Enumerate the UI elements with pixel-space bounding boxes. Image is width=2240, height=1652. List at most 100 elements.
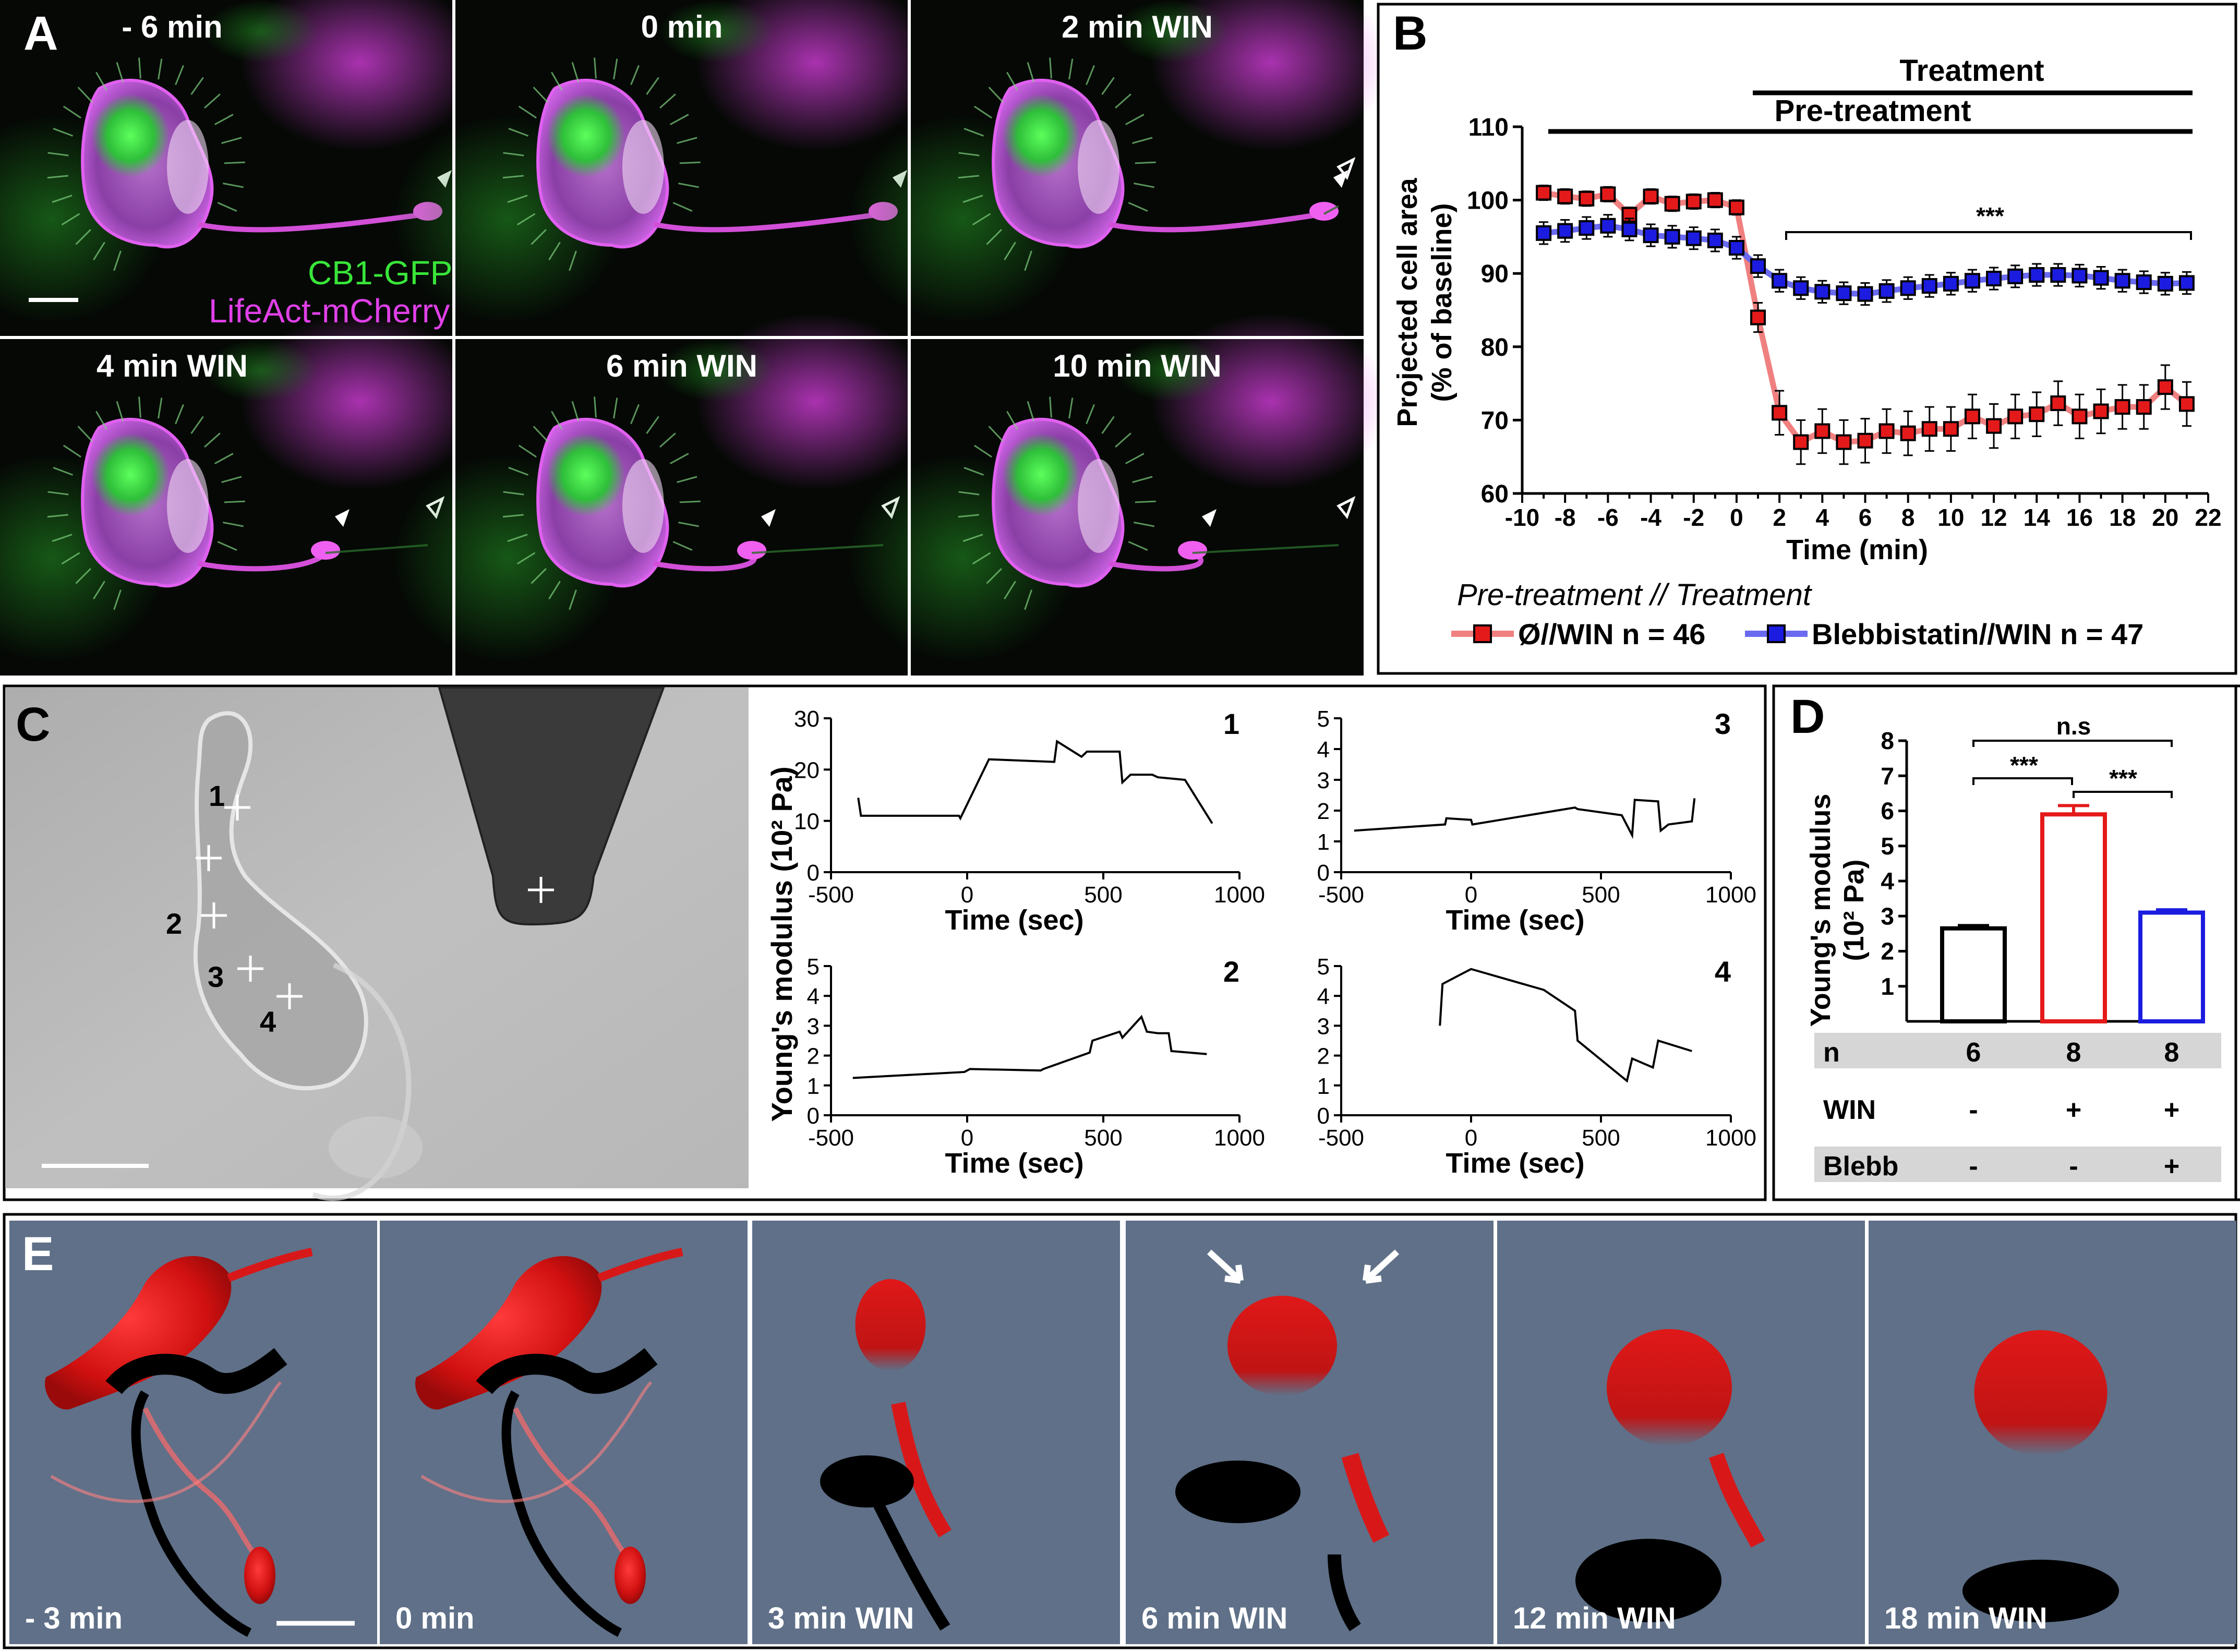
table-cell: + — [2164, 1095, 2179, 1125]
data-point — [1986, 271, 2002, 287]
tile-time-label: 0 min — [395, 1601, 475, 1635]
x-tick-label: 4 — [1816, 504, 1829, 531]
data-point — [1600, 218, 1616, 234]
filopodium — [594, 57, 597, 79]
filopodium — [221, 476, 242, 484]
tile-time-label: - 6 min — [122, 9, 222, 44]
x-axis-label: Time (sec) — [1446, 905, 1584, 936]
table-cell: 8 — [2164, 1038, 2179, 1068]
retraction-trail — [1323, 205, 1339, 215]
filopodium — [502, 514, 524, 518]
data-point — [2136, 399, 2152, 415]
filopodium — [75, 229, 91, 245]
neighbor-cell — [240, 313, 480, 490]
sig-label-2: *** — [2109, 765, 2137, 792]
rounded-cell-3d — [1227, 1296, 1337, 1396]
filopodium — [973, 444, 992, 458]
x-axis-label: Time (sec) — [1446, 1148, 1584, 1179]
filopodium — [508, 128, 529, 137]
data-point — [1600, 186, 1616, 202]
condition-table: n 6 8 8 WIN - + + Blebb - - + — [1814, 1033, 2221, 1182]
point-label-2: 2 — [166, 907, 182, 940]
x-tick-label: -10 — [1505, 504, 1539, 531]
series-line — [852, 1015, 1207, 1079]
filopodium — [669, 453, 689, 464]
x-tick-label: 18 — [2109, 504, 2136, 531]
data-point — [2114, 273, 2130, 289]
series-line — [857, 739, 1213, 824]
filopodium — [95, 411, 107, 430]
filopodium — [1004, 242, 1016, 260]
filopodium — [502, 175, 524, 179]
y-tick-label: 5 — [1317, 954, 1330, 980]
tile-background — [1126, 1221, 1494, 1644]
filopodium — [1006, 411, 1018, 430]
filopodium — [1101, 77, 1115, 95]
filopodium — [973, 105, 992, 119]
data-point — [1900, 280, 1916, 296]
filopodium — [507, 195, 528, 203]
data-point — [1536, 185, 1552, 201]
data-point — [2093, 270, 2109, 286]
filopodium — [1068, 58, 1074, 80]
filopodium — [672, 202, 693, 212]
filopodium — [972, 552, 991, 565]
filopodium — [646, 416, 659, 434]
x-tick-label: 16 — [2066, 504, 2093, 531]
filopodium — [630, 65, 640, 86]
filopodium — [1101, 416, 1115, 434]
data-point — [1728, 239, 1744, 256]
x-tick-label: 1000 — [1214, 882, 1265, 908]
data-point — [1943, 421, 1959, 437]
sig-bracket-2 — [2073, 791, 2173, 798]
cell-edge-bright — [167, 459, 209, 553]
filopodium — [988, 87, 1004, 103]
neurite-shadow — [131, 1390, 252, 1637]
y-tick-label: 2 — [807, 1044, 820, 1069]
filopodium — [47, 175, 68, 179]
data-point — [1579, 220, 1595, 236]
legend-marker-blue — [1767, 624, 1786, 643]
filopodium — [217, 202, 237, 212]
data-point — [1878, 283, 1895, 299]
micrograph-tile: 2 min WIN — [848, 0, 1391, 336]
filopodium — [503, 491, 524, 496]
x-tick-label: -2 — [1683, 504, 1704, 531]
filopodium — [113, 250, 122, 271]
data-point — [1664, 196, 1680, 212]
reconstruction-tile: 18 min WIN — [1869, 1221, 2236, 1644]
filopodium — [571, 401, 580, 421]
data-point — [2007, 408, 2024, 425]
open-arrowhead-icon — [1336, 156, 1356, 180]
x-tick-label: 500 — [1582, 882, 1620, 908]
legend-label-red: Ø//WIN n = 46 — [1518, 618, 1705, 650]
x-tick-label: 500 — [1582, 1125, 1620, 1151]
tile-time-label: 6 min WIN — [606, 348, 757, 383]
filopodium — [503, 152, 524, 156]
filopodium — [672, 541, 693, 551]
neighbor-green — [203, 0, 318, 63]
panel-b: B Treatment Pre-treatment *** 6070809010… — [1377, 3, 2237, 675]
filopodium — [533, 87, 549, 103]
micrograph-tile: 4 min WIN — [0, 313, 480, 676]
x-tick-label: 500 — [1084, 1125, 1122, 1151]
x-tick-label: 1000 — [1705, 1125, 1756, 1151]
filopodium — [138, 396, 141, 418]
data-point — [1793, 280, 1809, 296]
data-point — [1836, 434, 1852, 450]
neurite — [1109, 211, 1324, 233]
tile-time-label: 0 min — [641, 9, 723, 44]
neighbor-cell — [1151, 313, 1391, 490]
y-tick-label: 5 — [1881, 833, 1894, 860]
filopodium — [1004, 581, 1016, 599]
filopodium — [217, 541, 237, 551]
filopodium — [964, 467, 984, 476]
filopodium — [964, 128, 984, 137]
significance-label: *** — [1976, 202, 2004, 230]
neighbor-cell — [695, 313, 935, 490]
panel-e-letter: E — [22, 1227, 54, 1281]
y-tick-label: 6 — [1881, 798, 1894, 825]
neurite-shadow — [1328, 1554, 1361, 1632]
y-tick-label: 2 — [1317, 1044, 1330, 1069]
